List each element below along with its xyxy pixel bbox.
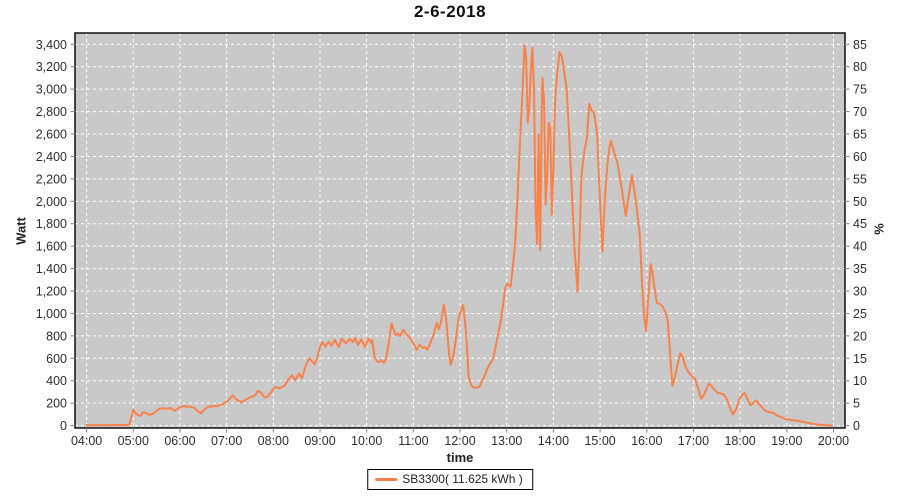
svg-text:65: 65 [853, 128, 867, 142]
svg-text:10:00: 10:00 [351, 434, 382, 448]
svg-text:1,800: 1,800 [36, 217, 67, 231]
svg-text:3,000: 3,000 [36, 83, 67, 97]
tick-labels: 02004006008001,0001,2001,4001,6001,8002,… [36, 38, 867, 448]
svg-text:14:00: 14:00 [538, 434, 569, 448]
svg-text:85: 85 [853, 38, 867, 52]
legend-label: SB3300( 11.625 kWh ) [402, 472, 523, 486]
legend-line-swatch-icon [375, 477, 398, 481]
svg-text:600: 600 [46, 352, 67, 366]
svg-text:30: 30 [853, 285, 867, 299]
svg-text:0: 0 [853, 419, 860, 433]
svg-text:15:00: 15:00 [584, 434, 615, 448]
svg-text:2,400: 2,400 [36, 150, 67, 164]
svg-text:50: 50 [853, 195, 867, 209]
tick-marks [70, 43, 850, 433]
svg-text:400: 400 [46, 374, 67, 388]
svg-text:1,400: 1,400 [36, 262, 67, 276]
svg-text:12:00: 12:00 [444, 434, 475, 448]
series-line-sb3300 [85, 44, 833, 427]
svg-text:1,200: 1,200 [36, 285, 67, 299]
svg-text:35: 35 [853, 262, 867, 276]
svg-text:60: 60 [853, 150, 867, 164]
svg-text:40: 40 [853, 240, 867, 254]
svg-text:1,000: 1,000 [36, 307, 67, 321]
svg-text:2,200: 2,200 [36, 172, 67, 186]
x-axis-label-time: time [446, 450, 474, 465]
svg-text:05:00: 05:00 [118, 434, 149, 448]
svg-text:13:00: 13:00 [491, 434, 522, 448]
y-axis-label-percent: % [871, 223, 887, 235]
svg-text:75: 75 [853, 83, 867, 97]
svg-text:0: 0 [60, 419, 67, 433]
svg-text:5: 5 [853, 397, 860, 411]
y-axis-label-watt: Watt [13, 217, 29, 245]
svg-text:18:00: 18:00 [724, 434, 755, 448]
chart-title: 2-6-2018 [413, 2, 487, 21]
svg-text:06:00: 06:00 [164, 434, 195, 448]
svg-text:2,600: 2,600 [36, 128, 67, 142]
svg-text:19:00: 19:00 [771, 434, 802, 448]
svg-text:17:00: 17:00 [678, 434, 709, 448]
svg-text:70: 70 [853, 105, 867, 119]
svg-text:800: 800 [46, 329, 67, 343]
svg-text:08:00: 08:00 [258, 434, 289, 448]
plot-background [75, 33, 845, 428]
svg-text:2,000: 2,000 [36, 195, 67, 209]
svg-text:20: 20 [853, 329, 867, 343]
svg-text:07:00: 07:00 [211, 434, 242, 448]
svg-text:16:00: 16:00 [631, 434, 662, 448]
svg-text:1,600: 1,600 [36, 240, 67, 254]
svg-text:15: 15 [853, 352, 867, 366]
svg-text:11:00: 11:00 [398, 434, 428, 448]
legend: SB3300( 11.625 kWh ) [367, 469, 533, 490]
svg-text:200: 200 [46, 397, 67, 411]
svg-text:2,800: 2,800 [36, 105, 67, 119]
svg-text:55: 55 [853, 172, 867, 186]
svg-text:09:00: 09:00 [304, 434, 335, 448]
svg-text:20:00: 20:00 [818, 434, 849, 448]
svg-text:04:00: 04:00 [71, 434, 102, 448]
svg-text:80: 80 [853, 60, 867, 74]
svg-text:3,400: 3,400 [36, 38, 67, 52]
svg-text:25: 25 [853, 307, 867, 321]
svg-text:10: 10 [853, 374, 867, 388]
svg-text:3,200: 3,200 [36, 60, 67, 74]
svg-text:45: 45 [853, 217, 867, 231]
